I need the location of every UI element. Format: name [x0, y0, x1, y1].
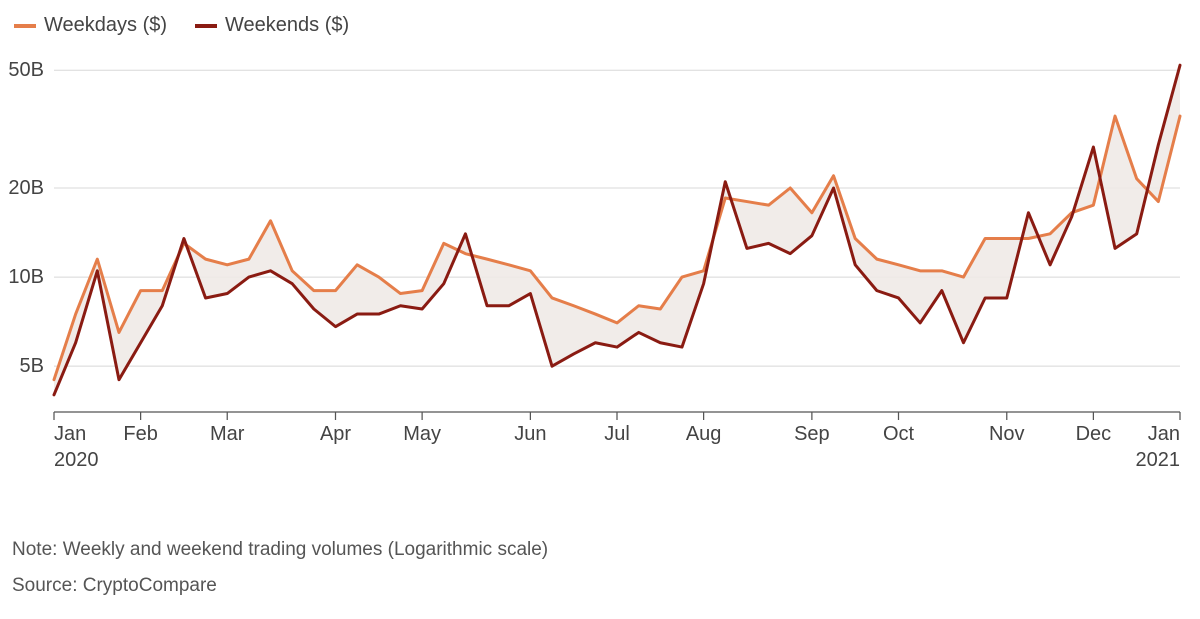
chart-svg: 5B 10B 20B 50B Jan 2020 Feb Mar Apr May Jun Jul Aug S… [0, 48, 1200, 478]
x-tick-label: Jan [54, 423, 86, 445]
y-tick-label: 10B [8, 266, 44, 288]
x-tick-label: Mar [210, 423, 245, 445]
series-line-1 [54, 65, 1180, 395]
legend-item-weekdays: Weekdays ($) [14, 14, 167, 37]
footnote-source: Source: CryptoCompare [12, 568, 548, 604]
chart: 5B 10B 20B 50B Jan 2020 Feb Mar Apr May Jun Jul Aug S… [0, 48, 1200, 478]
x-tick-label: Apr [320, 423, 351, 445]
legend-item-weekends: Weekends ($) [195, 14, 349, 37]
x-tick-label: Jun [514, 423, 546, 445]
legend-swatch-weekends [195, 24, 217, 28]
x-tick-label: Oct [883, 423, 915, 445]
x-tick-sublabel: 2020 [54, 449, 99, 471]
chart-container: Weekdays ($) Weekends ($) 5B 10B 20B 50B Jan… [0, 0, 1200, 619]
x-tick-label: Feb [123, 423, 157, 445]
x-tick-label: Aug [686, 423, 722, 445]
x-tick-sublabel: 2021 [1136, 449, 1181, 471]
legend-label-weekends: Weekends ($) [225, 14, 349, 37]
legend-swatch-weekdays [14, 24, 36, 28]
y-tick-label: 20B [8, 177, 44, 199]
x-tick-label: Sep [794, 423, 830, 445]
x-tick-label: Jul [604, 423, 630, 445]
x-tick-label: Dec [1076, 423, 1112, 445]
y-tick-label: 5B [20, 355, 44, 377]
legend: Weekdays ($) Weekends ($) [14, 14, 349, 37]
footnote-note: Note: Weekly and weekend trading volumes… [12, 532, 548, 568]
y-tick-label: 50B [8, 59, 44, 81]
footnotes: Note: Weekly and weekend trading volumes… [12, 532, 548, 604]
legend-label-weekdays: Weekdays ($) [44, 14, 167, 37]
x-tick-label: Nov [989, 423, 1025, 445]
x-tick-label: May [403, 423, 441, 445]
x-tick-label: Jan [1148, 423, 1180, 445]
